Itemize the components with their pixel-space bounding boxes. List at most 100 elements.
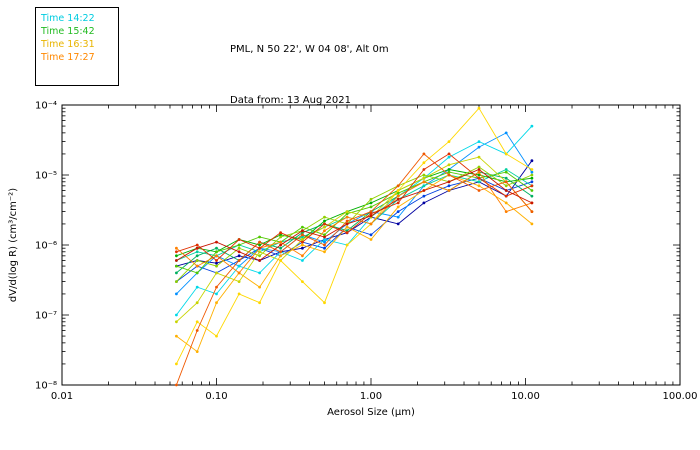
series-point [215,246,218,250]
series-line [175,153,533,386]
series-line [176,168,533,262]
legend-entry: Time 14:22 [41,13,95,24]
series-point [175,383,178,387]
plot-border [61,104,681,386]
series-point [504,131,508,135]
series-point [258,240,261,244]
series-point [504,189,508,192]
series-point [345,212,349,216]
series-point [504,168,508,171]
series-point [396,197,400,201]
series-point [279,250,282,254]
series-point [369,197,373,201]
series-point [301,243,304,247]
series-point [530,189,534,192]
series-point [504,201,508,205]
series-point [195,243,199,247]
series-point [237,238,241,241]
legend-box: Time 14:22 Time 15:42 Time 16:31 Time 17:27 [35,7,119,86]
series-point [175,334,178,338]
series-point [301,231,304,235]
series-point [345,243,349,247]
series-point [345,225,349,229]
x-tick-label: 1.00 [360,391,382,402]
series-point [301,235,304,239]
series-point [530,124,534,128]
series-line [176,168,533,261]
series-point [504,170,508,174]
series-point [530,201,534,205]
series-point [530,210,534,214]
series-point [530,176,534,180]
series-point [477,165,481,169]
y-tick-label: 10⁻⁴ [35,101,57,112]
series-point [195,259,199,262]
series-point [323,225,326,229]
series-point [195,246,199,250]
series-point [369,205,373,209]
series-point [447,180,451,184]
series-point [175,313,178,317]
series-point [258,250,261,254]
series-point [195,264,199,268]
series-point [323,222,326,226]
series-point [323,219,326,223]
series-point [447,152,451,156]
series-point [530,168,534,171]
series-point [195,254,199,258]
series-point [422,194,426,198]
series-point [175,280,178,283]
series-point [237,246,241,250]
series-line [176,177,533,282]
series-point [237,259,241,262]
series-point [345,210,349,214]
series-point [504,210,508,214]
series-point [301,254,304,258]
series-point [279,246,282,250]
series-point [301,229,304,233]
series-point [345,229,349,233]
series-point [258,271,261,275]
series-point [477,173,481,177]
series-point [258,246,261,250]
series-point [301,259,304,262]
legend-entry: Time 16:31 [41,39,95,50]
series-point [237,243,241,247]
series-point [323,246,326,250]
series-point [422,180,426,184]
series-point [396,189,400,192]
series-point [530,194,534,198]
series-point [279,233,282,237]
series-point [175,254,178,258]
series-point [215,271,218,275]
series-point [323,235,326,239]
series-point [477,168,481,171]
series-point [301,225,304,229]
series-point [422,201,426,205]
series-point [279,231,282,235]
series-point [279,259,282,262]
series-point [369,201,373,205]
series-point [258,301,261,305]
series-point [477,145,481,149]
series-point [195,350,199,353]
series-point [422,152,426,156]
y-tick-label: 10⁻⁷ [35,311,57,322]
series-point [279,235,282,239]
series-point [195,271,199,275]
series-point [369,222,373,226]
series-point [258,285,261,289]
data-date: Data from: 13 Aug 2021 [230,95,351,106]
series-point [504,152,508,156]
station-title: PML, N 50 22', W 04 08', Alt 0m [230,44,389,55]
series-line [176,169,532,257]
x-tick-label: 0.10 [205,391,227,402]
series-point [323,233,326,237]
series-point [422,173,426,177]
series-point [175,271,178,275]
x-axis-label: Aerosol Size (μm) [327,407,415,418]
series-point [237,292,241,296]
series-point [175,320,178,324]
x-tick-label: 100.00 [663,391,698,402]
